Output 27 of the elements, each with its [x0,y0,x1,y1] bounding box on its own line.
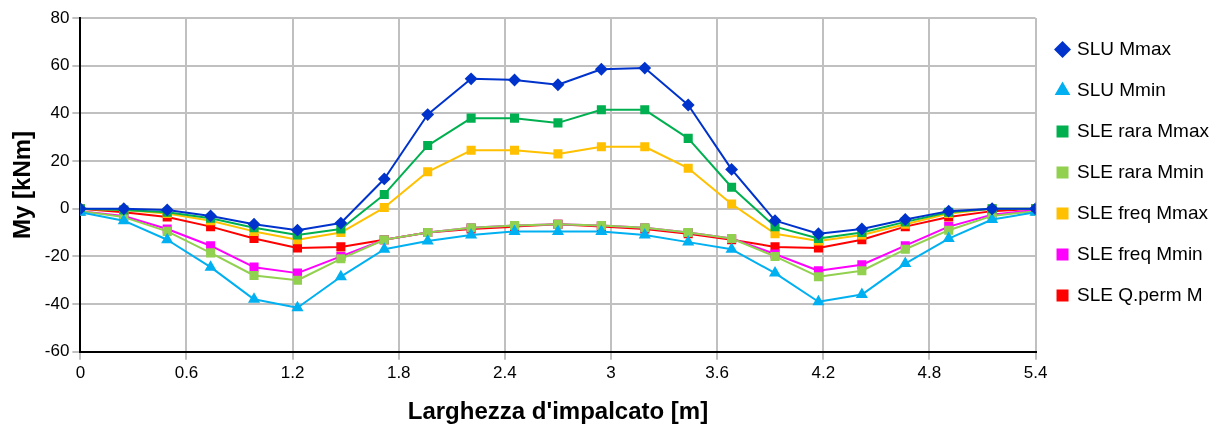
legend-label: SLE freq Mmin [1077,242,1203,264]
y-tick-label: -40 [44,293,70,313]
legend-label: SLE rara Mmax [1077,119,1210,141]
x-tick-label: 2.4 [493,362,517,382]
y-tick-label: 40 [50,103,70,123]
x-tick-label: 1.8 [386,362,411,382]
legend-label: SLU Mmax [1077,37,1172,59]
x-tick-label: 4.2 [811,362,836,382]
x-axis-title: Larghezza d'impalcato [m] [407,397,709,425]
legend-label: SLE freq Mmax [1077,201,1209,223]
x-tick-label: 0 [75,362,86,382]
x-tick-label: 3 [606,362,616,382]
x-tick-label: 1.2 [280,362,305,382]
y-tick-label: -60 [44,341,70,361]
y-axis-title: My [kNm] [8,130,36,239]
y-tick-label: 60 [50,55,70,75]
legend-label: SLE Q.perm M [1077,283,1203,305]
y-tick-label: 20 [50,150,70,170]
legend-label: SLU Mmin [1077,78,1166,100]
y-tick-label: -20 [44,246,70,266]
x-tick-label: 5.4 [1023,362,1048,382]
legend-label: SLE rara Mmin [1077,160,1204,182]
y-tick-label: 0 [59,198,70,218]
y-tick-label: 80 [50,7,70,27]
x-tick-label: 0.6 [174,362,199,382]
x-tick-label: 4.8 [917,362,942,382]
x-tick-label: 3.6 [705,362,729,382]
